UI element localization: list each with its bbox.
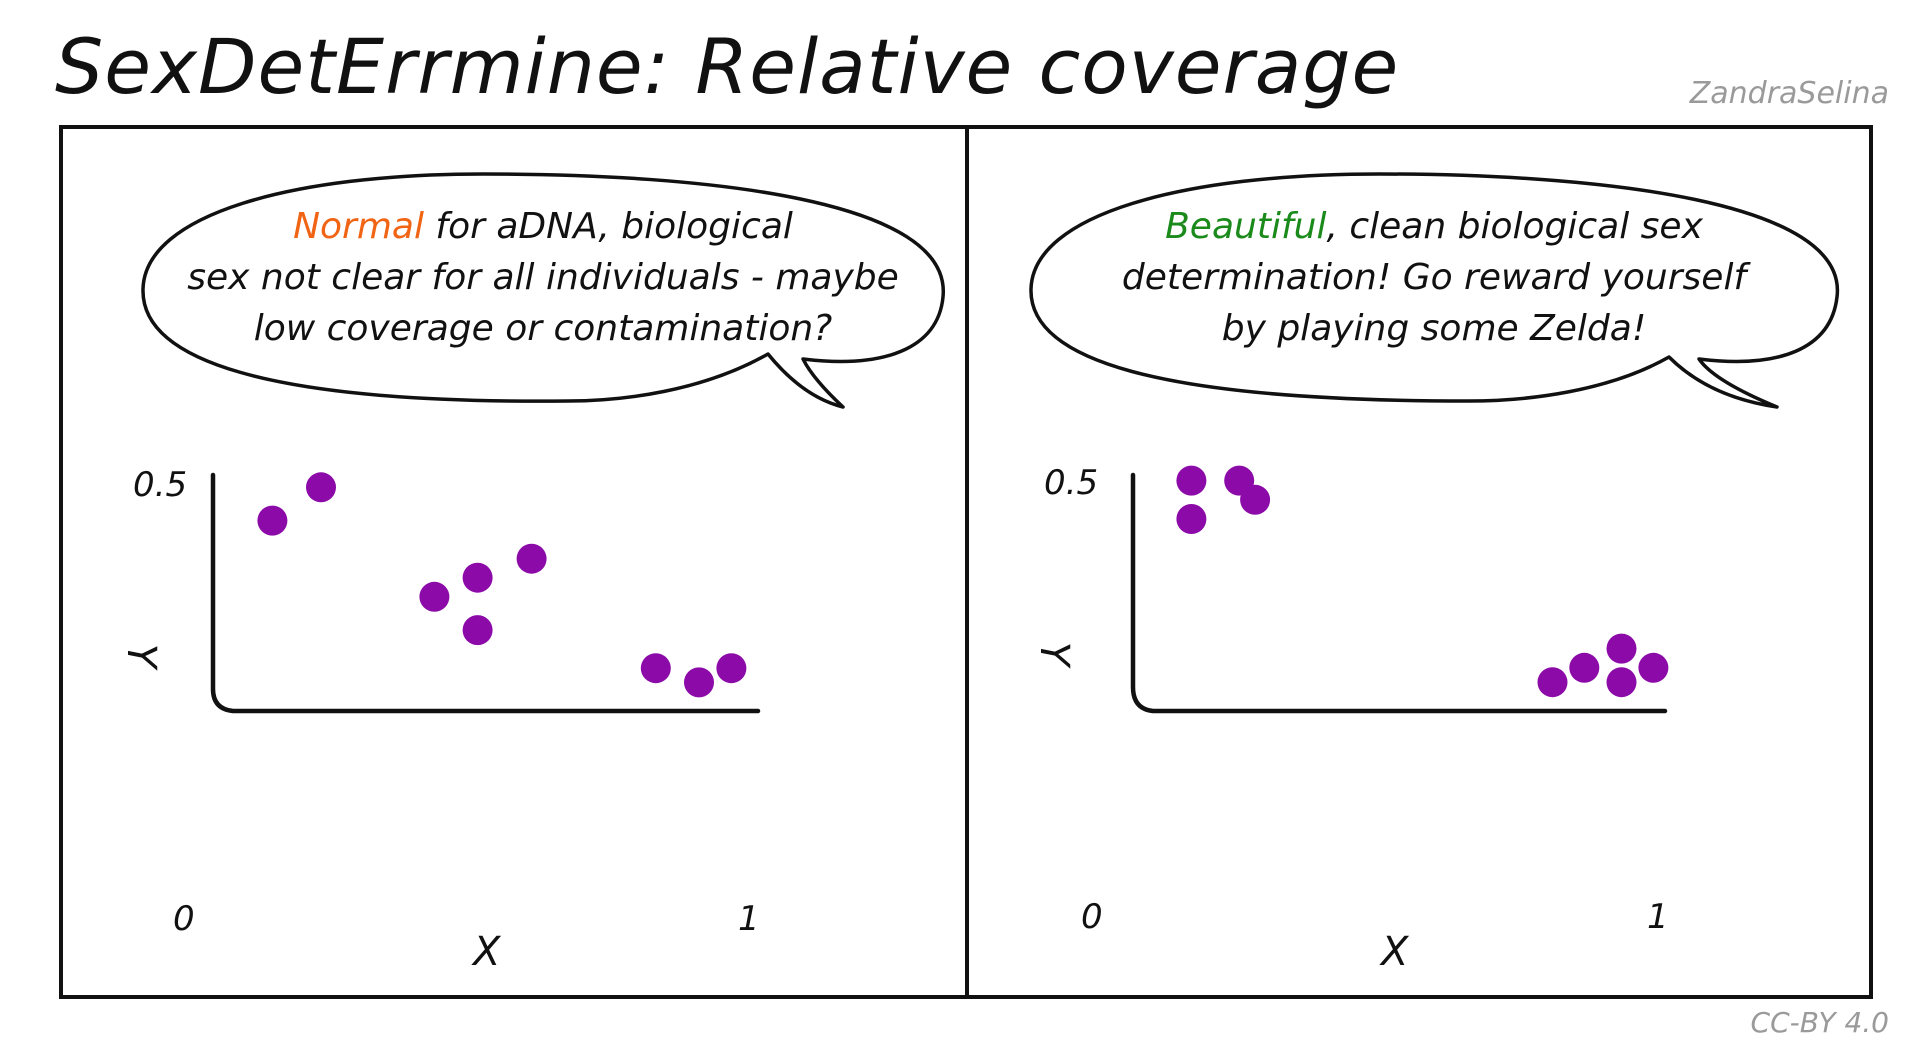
x-max-tick-label: 1: [738, 899, 760, 939]
scatter-points: [257, 472, 747, 698]
author-credit: ZandraSelina: [1689, 76, 1889, 111]
highlight-word: Beautiful: [1165, 206, 1327, 247]
scatter-point: [419, 581, 450, 612]
y-max-tick-label: 0.5: [1044, 463, 1099, 503]
scatter-point: [462, 562, 493, 593]
panel-divider: [965, 125, 969, 999]
scatter-point: [684, 667, 714, 698]
scatter-point: [306, 472, 336, 503]
y-axis-label: Y: [118, 643, 165, 669]
license-note: CC-BY 4.0: [1750, 1006, 1889, 1039]
scatter-point: [1569, 652, 1600, 683]
bubble-line-3: low coverage or contamination?: [253, 308, 833, 349]
y-axis-label: Y: [1031, 641, 1078, 667]
scatter-point: [1537, 667, 1568, 698]
highlight-word: Normal: [293, 206, 424, 247]
plot-axes: [210, 472, 761, 714]
scatter-point: [1176, 465, 1207, 496]
comic-title: SexDetErrmine: Relative coverage: [55, 22, 1400, 111]
x-max-tick-label: 1: [1647, 897, 1669, 937]
bubble-line-2: sex not clear for all individuals - mayb…: [187, 257, 899, 298]
scatter-points: [1176, 465, 1669, 698]
speech-bubble: [141, 172, 945, 409]
bubble-line-1: for aDNA, biological: [423, 206, 793, 247]
speech-bubble: [1029, 172, 1839, 409]
panel-left: Normal for aDNA, biological sex not clea…: [63, 129, 965, 995]
scatter-point: [257, 505, 288, 536]
scatter-point: [716, 653, 747, 684]
panel-right-drawing: [1029, 172, 1839, 714]
origin-tick-label: 0: [173, 899, 195, 939]
scatter-point: [462, 615, 493, 646]
scatter-point: [1606, 667, 1637, 698]
scatter-point: [1606, 633, 1637, 664]
plot-axes: [1130, 472, 1668, 714]
speech-bubble-text: Beautiful, clean biological sex determin…: [1044, 201, 1824, 354]
x-axis-label: X: [1381, 929, 1409, 975]
bubble-line-3: by playing some Zelda!: [1221, 308, 1647, 349]
scatter-point: [1240, 484, 1271, 515]
speech-bubble-text: Normal for aDNA, biological sex not clea…: [153, 201, 933, 354]
bubble-line-2: determination! Go reward yourself: [1121, 257, 1747, 298]
panel-left-drawing: [141, 172, 945, 714]
y-max-tick-label: 0.5: [133, 465, 188, 505]
panel-right: Beautiful, clean biological sex determin…: [969, 129, 1869, 995]
origin-tick-label: 0: [1081, 897, 1103, 937]
scatter-point: [1176, 504, 1207, 534]
scatter-point: [640, 653, 671, 684]
scatter-point: [1638, 652, 1669, 683]
scatter-point: [516, 543, 547, 574]
bubble-line-1: , clean biological sex: [1326, 206, 1703, 247]
x-axis-label: X: [473, 929, 501, 975]
